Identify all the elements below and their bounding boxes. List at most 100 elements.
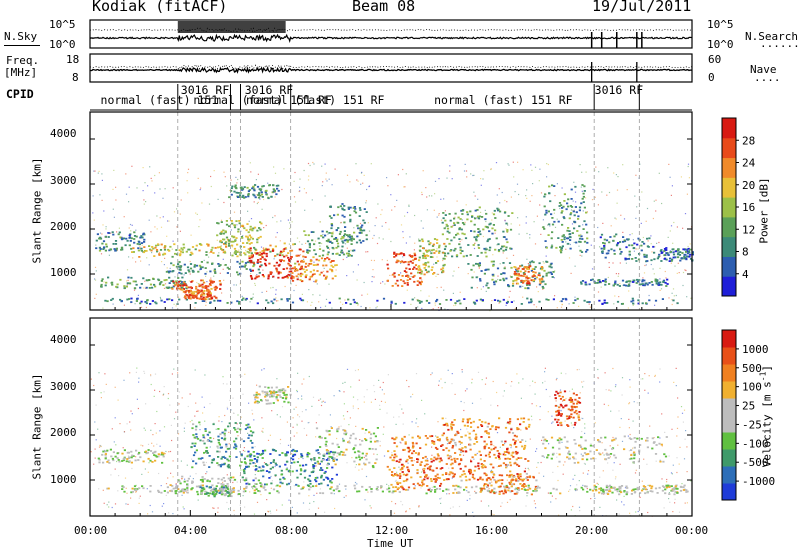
power-cell-21-35: [663, 250, 666, 252]
velocity-cell-1-48: [134, 459, 137, 462]
velocity-speckle-209: [177, 433, 180, 435]
velocity-speckle-31: [147, 471, 149, 473]
station-title: Kodiak (fitACF): [92, 0, 228, 15]
power-cell-18-97: [544, 240, 547, 242]
velocity-speckle-181: [345, 488, 347, 490]
power-speckle-668: [210, 185, 212, 188]
power-cell-9-38: [315, 279, 318, 282]
power-cell-7-39: [241, 237, 244, 239]
power-speckle-773: [625, 262, 627, 264]
power-speckle-97: [303, 258, 305, 260]
power-cell-4-53: [178, 268, 181, 271]
velocity-speckle-819: [183, 508, 185, 510]
velocity-speckle-650: [568, 490, 570, 492]
power-cell-0-44: [530, 298, 533, 301]
velocity-cell-2-75: [262, 487, 265, 489]
power-cell-2-59: [190, 251, 193, 254]
velocity-cell-4-19: [292, 453, 295, 456]
power-cell-11-29: [359, 241, 363, 244]
velocity-speckle-268: [145, 403, 147, 405]
velocity-cell-3-142: [208, 466, 211, 468]
power-cell-17-63: [533, 275, 536, 277]
velocity-speckle-460: [115, 444, 117, 446]
velocity-speckle-473: [369, 505, 371, 507]
power-speckle-763: [578, 245, 580, 247]
power-cell-18-43: [563, 236, 566, 239]
xtick-0800: 08:00: [275, 524, 309, 537]
power-speckle-577: [635, 217, 637, 219]
velocity-speckle-725: [520, 397, 522, 399]
velocity-speckle-318: [209, 446, 211, 448]
power-cell-8-111: [250, 254, 253, 257]
power-cell-9-36: [309, 275, 312, 278]
power-speckle-359: [255, 179, 257, 181]
power-speckle-709: [434, 302, 436, 304]
power-cell-18-34: [565, 208, 568, 211]
power-speckle-291: [449, 170, 451, 172]
velocity-speckle-422: [394, 503, 397, 505]
power-cell-15-129: [453, 217, 456, 220]
power-speckle-886: [373, 276, 375, 278]
power-cell-15-137: [453, 224, 456, 226]
velocity-speckle-537: [435, 435, 437, 437]
power-cell-5-15: [205, 285, 208, 287]
power-cell-16-73: [492, 264, 495, 267]
velocity-speckle-732: [156, 410, 158, 413]
power-cell-18-45: [581, 197, 584, 200]
power-cell-2-6: [175, 249, 178, 251]
power-cell-4-28: [189, 267, 193, 270]
power-speckle-609: [174, 276, 176, 278]
velocity-cell-3-36: [227, 459, 230, 462]
power-cell-20-58: [623, 239, 626, 242]
power-cell-10-59: [340, 251, 343, 254]
power-cell-5-49: [179, 284, 182, 287]
velocity-cell-0-189: [459, 486, 462, 489]
velocity-cell-2-83: [232, 491, 235, 493]
velocity-speckle-663: [640, 378, 642, 380]
power-cell-8-69: [297, 254, 300, 257]
power-cell-1-31: [95, 247, 98, 250]
velocity-speckle-851: [228, 508, 230, 510]
velocity-speckle-314: [119, 423, 121, 425]
velocity-speckle-889: [642, 378, 644, 380]
velocity-speckle-389: [292, 417, 294, 419]
power-speckle-861: [346, 174, 349, 176]
velocity-cell-0-166: [376, 486, 379, 488]
power-cell-18-115: [543, 195, 546, 198]
power-speckle-84: [507, 224, 509, 226]
power-speckle-559: [98, 170, 100, 172]
power-cell-10-64: [336, 238, 339, 241]
velocity-speckle-212: [95, 404, 97, 406]
power-cell-12-10: [228, 196, 231, 199]
velocity-speckle-610: [431, 372, 433, 374]
velocity-speckle-343: [525, 505, 527, 507]
cpid-entry-3: 3016 RF: [245, 83, 294, 97]
power-cell-10-70: [346, 241, 349, 243]
power-cell-2-1: [131, 251, 134, 253]
power-speckle-123: [467, 273, 469, 275]
power-cell-4-57: [193, 264, 196, 266]
power-cell-13-14: [392, 273, 395, 276]
velocity-cell-4-59: [293, 450, 296, 452]
power-cell-2-107: [217, 254, 220, 257]
power-cell-17-38: [528, 282, 531, 285]
velocity-cell-3-80: [252, 431, 255, 434]
power-speckle-371: [116, 231, 118, 233]
velocity-cell-5-73: [213, 494, 216, 497]
power-cell-21-9: [659, 250, 662, 252]
power-cell-8-78: [269, 273, 272, 275]
velocity-speckle-552: [241, 375, 243, 377]
power-speckle-783: [332, 231, 334, 233]
power-cell-0-70: [154, 301, 157, 304]
power-cell-12-74: [252, 185, 255, 188]
power-cell-9-58: [303, 271, 307, 273]
power-cell-3-10: [151, 286, 154, 289]
velocity-cell-6-84: [353, 451, 357, 454]
power-cell-9-48: [310, 275, 314, 278]
velocity-cell-1-2: [125, 460, 128, 463]
velocity-cell-5-65: [205, 493, 208, 495]
velocity-speckle-204: [520, 429, 522, 431]
velocity-speckle-304: [673, 381, 675, 383]
power-cell-1-21: [98, 246, 101, 249]
power-cell-8-113: [249, 247, 252, 250]
